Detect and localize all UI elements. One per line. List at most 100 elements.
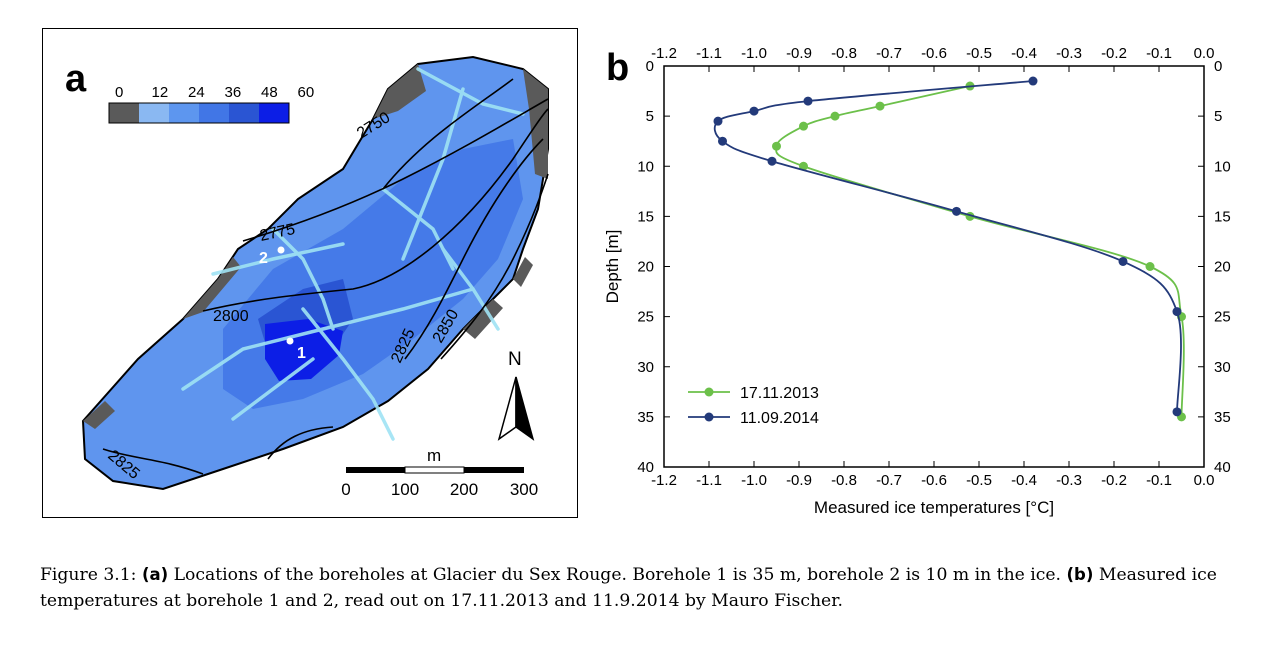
y-tick-label: 15 xyxy=(637,208,654,225)
data-point xyxy=(767,156,777,166)
rock-patch xyxy=(373,64,426,119)
x-tick-label: -0.7 xyxy=(876,472,902,489)
x-tick-label-top: 0.0 xyxy=(1194,45,1215,62)
data-point xyxy=(1145,262,1155,271)
y-tick-label: 30 xyxy=(637,359,654,376)
y-tick-label-right: 0 xyxy=(1214,58,1222,75)
data-point xyxy=(799,161,808,171)
radar-tracks xyxy=(181,67,525,441)
map-svg: 2750 2775 2800 2825 2850 2825 2 1 a 0 12 2… xyxy=(65,55,549,499)
chart-panel: b -1.2 -1.2 -1.1 -1.1 -1.0 -1.0 -0.9 -0.9 -0.8 -0… xyxy=(600,30,1240,530)
colorbar-tick: 60 xyxy=(298,84,315,101)
data-point xyxy=(830,111,840,121)
y-tick-label-right: 25 xyxy=(1214,309,1231,326)
borehole-1-label: 1 xyxy=(297,345,306,362)
caption-a-text: Locations of the boreholes at Glacier du… xyxy=(168,565,1067,585)
x-tick-label-top: -0.6 xyxy=(921,45,947,62)
data-point xyxy=(952,206,961,216)
data-point xyxy=(718,136,727,146)
x-tick-label-top: -0.1 xyxy=(1146,45,1172,62)
x-axis-label: Measured ice temperatures [°C] xyxy=(814,498,1054,517)
x-tick-label-top: -0.3 xyxy=(1056,45,1082,62)
y-tick-label-right: 10 xyxy=(1214,158,1231,175)
y-axis-label: Depth [m] xyxy=(603,230,622,304)
rock-patch xyxy=(513,257,533,287)
rock-patch xyxy=(463,299,503,339)
data-point xyxy=(875,101,885,111)
x-tick-label: -0.2 xyxy=(1101,472,1127,489)
data-point xyxy=(799,121,808,131)
rock-patch xyxy=(83,401,115,429)
colorbar-tick: 48 xyxy=(261,84,278,101)
y-tick-label: 25 xyxy=(637,309,654,326)
y-tick-label: 5 xyxy=(646,108,654,125)
y-tick-label-right: 35 xyxy=(1214,409,1231,426)
borehole-2-label: 2 xyxy=(259,250,268,267)
y-tick-label-right: 15 xyxy=(1214,208,1231,225)
colorbar-tick: 12 xyxy=(152,84,169,101)
colorbar-segment xyxy=(169,103,199,123)
panel-letter-b: b xyxy=(606,47,629,89)
y-tick-label-right: 30 xyxy=(1214,359,1231,376)
contours xyxy=(102,78,549,475)
x-tick-label-top: -0.2 xyxy=(1101,45,1127,62)
x-tick-label-top: -0.7 xyxy=(876,45,902,62)
x-tick-label: -0.8 xyxy=(831,472,857,489)
rock-patch xyxy=(523,69,548,179)
x-tick-label-top: -1.2 xyxy=(651,45,677,62)
borehole-2-marker xyxy=(277,246,285,254)
legend-marker xyxy=(704,387,714,397)
data-point xyxy=(749,106,759,116)
x-tick-label-top: -1.1 xyxy=(696,45,722,62)
x-tick-label: 0.0 xyxy=(1194,472,1215,489)
data-point xyxy=(1028,76,1038,86)
colorbar-segment xyxy=(109,103,139,123)
x-tick-label-top: -0.5 xyxy=(966,45,992,62)
legend-marker xyxy=(704,412,714,422)
caption-prefix: Figure 3.1: xyxy=(40,565,142,585)
scale-bar xyxy=(346,466,524,474)
y-tick-label-right: 20 xyxy=(1214,259,1231,276)
colorbar-segment xyxy=(199,103,229,123)
legend-label: 11.09.2014 xyxy=(740,410,819,427)
scale-tick: 300 xyxy=(510,480,538,499)
x-tick-label-top: -1.0 xyxy=(741,45,767,62)
panel-letter-a: a xyxy=(65,58,87,100)
colorbar-tick: 36 xyxy=(225,84,242,101)
y-tick-label: 0 xyxy=(646,58,654,75)
y-tick-label: 40 xyxy=(637,459,654,476)
colorbar-frame xyxy=(108,102,290,124)
y-tick-label-right: 5 xyxy=(1214,108,1222,125)
y-tick-label: 10 xyxy=(637,158,654,175)
colorbar-segment xyxy=(229,103,259,123)
x-tick-label: -1.1 xyxy=(696,472,722,489)
data-point xyxy=(772,141,781,151)
contour-label: 2800 xyxy=(213,308,249,325)
colorbar-tick: 24 xyxy=(188,84,205,101)
x-tick-label-top: -0.4 xyxy=(1011,45,1037,62)
caption-b-text: Measured ice temperatures at borehole 1 … xyxy=(40,565,1217,611)
borehole-1-marker xyxy=(286,337,294,345)
plot-frame xyxy=(663,65,1205,468)
data-point xyxy=(1172,407,1182,417)
scale-tick: 0 xyxy=(341,480,350,499)
data-point xyxy=(1118,256,1128,266)
temperature-depth-chart: b -1.2 -1.2 -1.1 -1.1 -1.0 -1.0 -0.9 -0.9 -0.8 -0… xyxy=(603,45,1231,517)
x-tick-label: -0.5 xyxy=(966,472,992,489)
north-arrow-icon xyxy=(497,376,535,441)
data-point xyxy=(1172,307,1182,317)
map-panel: 2750 2775 2800 2825 2850 2825 2 1 a 0 12 2… xyxy=(42,28,578,518)
y-tick-label-right: 40 xyxy=(1214,459,1231,476)
legend-label: 17.11.2013 xyxy=(740,385,819,402)
north-label: N xyxy=(508,349,522,370)
colorbar-segment xyxy=(259,103,289,123)
colorbar-segment xyxy=(139,103,169,123)
data-point xyxy=(803,96,813,106)
caption-b-label: (b) xyxy=(1066,565,1094,584)
series-line xyxy=(775,85,1185,417)
colorbar: 0 12 24 36 48 60 xyxy=(108,84,315,124)
x-tick-label: -1.0 xyxy=(741,472,767,489)
rock-patch xyxy=(183,257,241,319)
x-tick-label: -0.3 xyxy=(1056,472,1082,489)
figure-caption: Figure 3.1: (a) Locations of the borehol… xyxy=(40,562,1260,614)
